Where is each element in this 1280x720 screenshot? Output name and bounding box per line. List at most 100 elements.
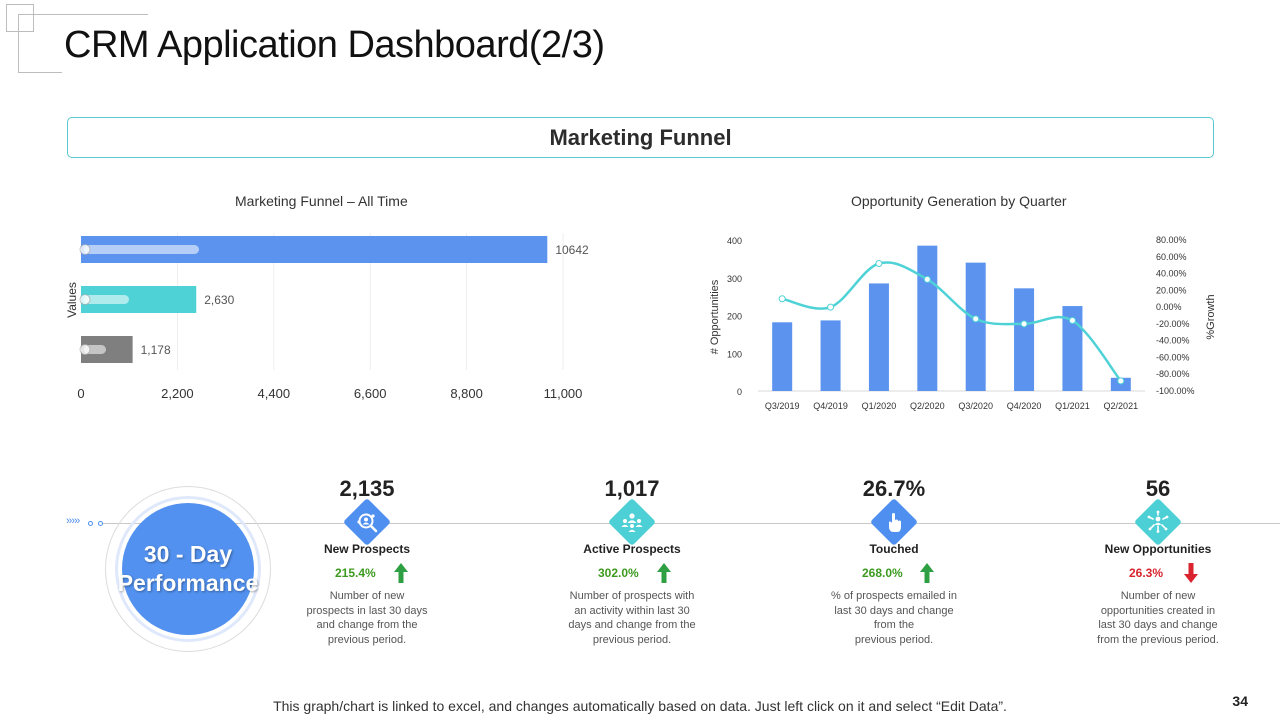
funnel-bar-knob	[79, 244, 91, 255]
opportunity-chart-title: Opportunity Generation by Quarter	[851, 193, 1067, 209]
growth-point	[778, 295, 786, 303]
y2-axis-label: %Growth	[1205, 294, 1217, 339]
kpi-change: 26.3%	[1129, 566, 1164, 580]
funnel-bar-knob	[79, 344, 91, 355]
opportunity-bar	[917, 245, 938, 391]
y-tick-label: 300	[727, 274, 742, 284]
section-banner-label: Marketing Funnel	[549, 124, 732, 150]
page-title: CRM Application Dashboard(2/3)	[64, 24, 605, 66]
y2-tick-label: 0.00%	[1156, 302, 1182, 312]
performance-line2: Performance	[117, 570, 259, 596]
kpi-change: 268.0%	[862, 566, 903, 580]
arrow-up-icon	[920, 563, 934, 583]
y2-tick-label: -40.00%	[1156, 336, 1190, 346]
kpi-description: % of prospects emailed in last 30 days a…	[831, 590, 957, 646]
x-tick-label: Q1/2020	[862, 401, 897, 411]
x-tick-label: 11,000	[544, 386, 583, 401]
funnel-bar-knob	[79, 294, 91, 305]
y-tick-label: 100	[727, 349, 742, 359]
page-number: 34	[1232, 693, 1248, 709]
x-tick-label: 0	[77, 386, 84, 401]
performance-ring	[115, 496, 261, 642]
x-tick-label: Q4/2020	[1007, 401, 1042, 411]
funnel-value-label: 1,178	[141, 343, 171, 357]
growth-point	[875, 259, 883, 267]
kpi-description: Number of prospects with an activity wit…	[568, 590, 696, 646]
y2-tick-label: -20.00%	[1156, 319, 1190, 329]
x-tick-label: 2,200	[161, 386, 194, 401]
growth-point	[1117, 377, 1125, 385]
x-tick-label: Q4/2019	[813, 401, 848, 411]
x-tick-label: 8,800	[450, 386, 483, 401]
growth-point	[1068, 317, 1076, 325]
footer-note: This graph/chart is linked to excel, and…	[273, 698, 1007, 714]
section-banner: Marketing Funnel	[67, 117, 1214, 158]
y2-tick-label: -80.00%	[1156, 369, 1190, 379]
kpi-label: Active Prospects	[583, 542, 681, 556]
growth-point	[923, 275, 931, 283]
kpi-label: Touched	[869, 542, 919, 556]
corner-decoration	[6, 4, 148, 74]
kpi-diamond	[1133, 497, 1183, 547]
opportunity-bar	[820, 320, 841, 391]
funnel-value-label: 10642	[555, 243, 589, 257]
opportunity-bar	[868, 283, 889, 391]
kpi-diamond	[607, 497, 657, 547]
kpi-diamond	[869, 497, 919, 547]
kpi-description: Number of new prospects in last 30 days …	[306, 590, 428, 646]
timeline-dot	[98, 521, 103, 526]
hand-pointer-icon	[889, 513, 901, 532]
funnel-chart[interactable]: 0 2,200 4,400 6,600 8,800 11,000 Values 10642 2,…	[60, 225, 620, 410]
funnel-chart-title: Marketing Funnel – All Time	[235, 193, 408, 209]
x-tick-label: Q1/2021	[1055, 401, 1090, 411]
timeline-line	[100, 523, 1280, 524]
opportunity-bar	[772, 322, 793, 391]
arrow-up-icon	[394, 563, 408, 583]
kpi-value: 1,017	[604, 476, 660, 501]
kpi-value: 2,135	[339, 476, 395, 501]
x-tick-label: Q3/2020	[958, 401, 993, 411]
performance-outer-ring	[105, 486, 271, 652]
arrow-down-icon	[1184, 563, 1198, 583]
kpi-value: 56	[1145, 476, 1171, 501]
funnel-bar-pill	[84, 245, 199, 254]
y2-tick-label: 40.00%	[1156, 269, 1187, 279]
x-tick-label: Q3/2019	[765, 401, 800, 411]
y-axis-label: Values	[65, 282, 79, 318]
performance-line1: 30 - Day	[143, 541, 233, 567]
opportunity-bar	[965, 262, 986, 391]
funnel-value-label: 2,630	[204, 293, 234, 307]
y-tick-label: 200	[727, 312, 742, 322]
network-people-icon	[1147, 510, 1169, 533]
y2-tick-label: -100.00%	[1156, 386, 1195, 396]
kpi-label: New Opportunities	[1104, 542, 1212, 556]
team-icon	[621, 513, 643, 532]
chevrons-icon: ›››››	[66, 515, 80, 527]
kpi-diamond	[342, 497, 392, 547]
kpi-change: 215.4%	[335, 566, 376, 580]
growth-point	[1020, 320, 1028, 328]
y2-tick-label: 20.00%	[1156, 285, 1187, 295]
x-tick-label: Q2/2020	[910, 401, 945, 411]
kpi-value: 26.7%	[862, 476, 926, 501]
y-tick-label: 0	[737, 387, 742, 397]
y-tick-label: 400	[727, 236, 742, 246]
kpi-description: Number of new opportunities created in l…	[1097, 590, 1219, 646]
performance-badge: 30 - Day Performance	[118, 503, 258, 635]
funnel-bar-pill	[84, 295, 129, 304]
arrow-up-icon	[657, 563, 671, 583]
opportunity-chart[interactable]: 0 100 200 300 400 80.00% 60.00% 40.00% 20.00% 0.0…	[700, 225, 1240, 420]
kpi-label: New Prospects	[323, 542, 411, 556]
y-axis-label: # Opportunities	[709, 279, 721, 354]
timeline-dot	[88, 521, 93, 526]
opportunity-bar	[1014, 288, 1035, 391]
magnifier-people-icon	[357, 513, 378, 533]
growth-point	[972, 315, 980, 323]
kpi-change: 302.0%	[598, 566, 639, 580]
growth-point	[827, 303, 835, 311]
y2-tick-label: 80.00%	[1156, 235, 1187, 245]
opportunity-bar	[1062, 306, 1083, 391]
y2-tick-label: -60.00%	[1156, 352, 1190, 362]
x-tick-label: 6,600	[354, 386, 387, 401]
x-tick-label: Q2/2021	[1104, 401, 1139, 411]
